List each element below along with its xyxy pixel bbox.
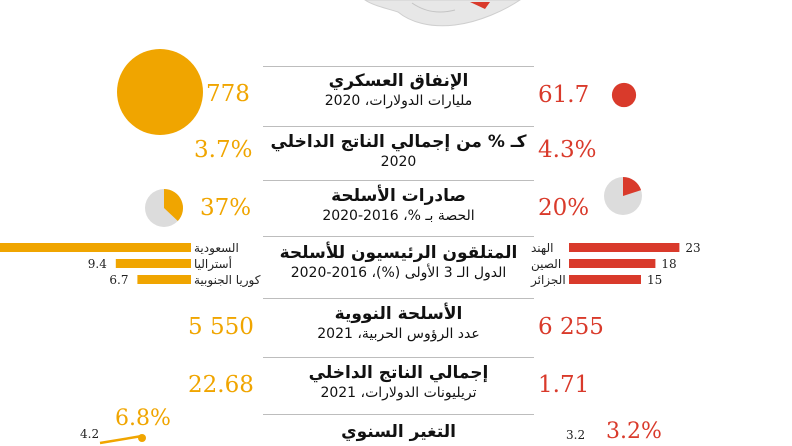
exports-value-left: 37% xyxy=(200,195,252,221)
category-title: الأسلحة النووية xyxy=(334,304,463,324)
separator xyxy=(263,236,534,237)
category-title: الإنفاق العسكري xyxy=(328,71,469,91)
separator xyxy=(263,414,534,415)
bar-right xyxy=(569,243,680,252)
category-title: المتلقون الرئيسيون للأسلحة xyxy=(279,243,518,263)
gdp-share-value-left: 3.7% xyxy=(194,137,253,163)
spending-value-left: 778 xyxy=(206,81,250,107)
gdp-value-right: 1.71 xyxy=(538,372,590,398)
growth-prev-left: 4.2 xyxy=(80,427,100,441)
gdp-value-left: 22.68 xyxy=(188,372,254,398)
category-nuclear: الأسلحة النووية عدد الرؤوس الحربية، 2021 xyxy=(263,304,534,344)
category-title: التغير السنوي xyxy=(341,422,456,442)
bar-value-left: 9.4 xyxy=(87,257,107,271)
bar-label-left: كوريا الجنوبية xyxy=(194,273,261,287)
bar-label-left: السعودية xyxy=(194,241,239,255)
gdp-share-value-right: 4.3% xyxy=(538,137,597,163)
bar-label-left: أستراليا xyxy=(194,257,232,271)
separator xyxy=(263,357,534,358)
bar-left xyxy=(137,275,191,284)
category-title: صادرات الأسلحة xyxy=(331,186,466,206)
bar-value-right: 23 xyxy=(685,241,701,255)
category-arms-exports: صادرات الأسلحة الحصة بـ %، 2016-2020 xyxy=(263,186,534,226)
bar-right xyxy=(569,259,656,268)
growth-value-right: 3.2% xyxy=(606,419,662,444)
bar-value-right: 15 xyxy=(647,273,663,287)
bar-value-right: 18 xyxy=(661,257,677,271)
pie-slice-left xyxy=(164,189,184,222)
category-subtitle: 2020 xyxy=(380,154,417,170)
category-gdp: إجمالي الناتج الداخلي تريليونات الدولارا… xyxy=(263,363,534,403)
bar-value-left: 6.7 xyxy=(109,273,129,287)
spending-value-right: 61.7 xyxy=(538,82,590,108)
separator xyxy=(263,126,534,127)
category-title: كـ % من إجمالي الناتج الداخلي xyxy=(270,132,527,152)
bar-right xyxy=(569,275,641,284)
category-annual-change: التغير السنوي xyxy=(263,422,534,443)
category-subtitle: الحصة بـ %، 2016-2020 xyxy=(322,208,475,224)
category-gdp-share: كـ % من إجمالي الناتج الداخلي 2020 xyxy=(263,132,534,172)
exports-value-right: 20% xyxy=(538,195,590,221)
bar-left xyxy=(0,243,191,252)
pie-slice-right xyxy=(623,177,642,196)
growth-prev-right: 3.2 xyxy=(566,428,586,442)
category-subtitle: عدد الرؤوس الحربية، 2021 xyxy=(317,326,480,342)
bar-label-right: الجزائر xyxy=(531,273,566,287)
nuclear-value-right: 6 255 xyxy=(538,314,604,340)
separator xyxy=(263,180,534,181)
bar-label-right: الهند xyxy=(531,241,554,255)
nuclear-value-left: 5 550 xyxy=(188,314,254,340)
category-main-recipients: المتلقون الرئيسيون للأسلحة الدول الـ 3 ا… xyxy=(263,243,534,283)
growth-value-left: 6.8% xyxy=(115,406,171,431)
separator xyxy=(263,66,534,67)
bar-left xyxy=(115,259,191,268)
category-subtitle: تريليونات الدولارات، 2021 xyxy=(320,385,477,401)
category-military-spending: الإنفاق العسكري مليارات الدولارات، 2020 xyxy=(263,71,534,111)
category-subtitle: الدول الـ 3 الأولى (%)، 2016-2020 xyxy=(290,265,507,281)
category-subtitle: مليارات الدولارات، 2020 xyxy=(324,93,473,109)
separator xyxy=(263,298,534,299)
spending-circle-left xyxy=(117,49,203,135)
category-title: إجمالي الناتج الداخلي xyxy=(308,363,489,383)
bar-label-right: الصين xyxy=(531,257,562,271)
spending-circle-right xyxy=(611,82,637,108)
